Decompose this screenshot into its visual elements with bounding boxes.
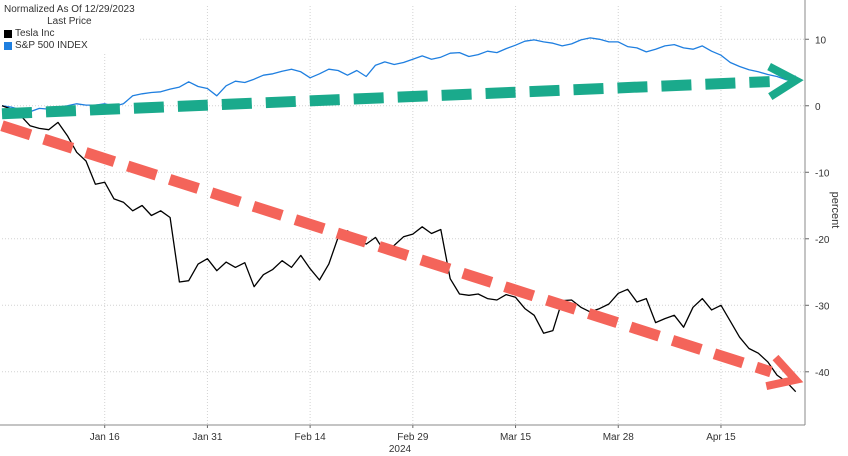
- legend-swatch-tesla: [4, 30, 12, 38]
- legend-item-sp500: S&P 500 INDEX: [4, 40, 135, 52]
- y-tick-label: -40: [815, 368, 830, 379]
- x-tick-label: Apr 15: [706, 432, 736, 443]
- series-line-tesla-inc: [1, 105, 797, 393]
- series-layer: [1, 37, 797, 393]
- dashed-arrow-head-1: [765, 354, 804, 391]
- x-tick-label: Mar 15: [500, 432, 532, 443]
- legend: Normalized As Of 12/29/2023 Last Price T…: [2, 2, 139, 54]
- legend-item-tesla: Tesla Inc: [4, 28, 135, 40]
- y-tick-label: 10: [815, 35, 827, 46]
- dashed-arrow-shaft-0: [1, 76, 770, 120]
- x-tick-label: Feb 14: [295, 432, 327, 443]
- y-axis-label: percent: [829, 192, 841, 229]
- x-tick-label: Feb 29: [397, 432, 429, 443]
- dashed-arrow-shaft-1: [0, 120, 773, 378]
- grid: [2, 6, 805, 425]
- y-tick-label: 0: [815, 102, 821, 113]
- legend-header-line1: Normalized As Of 12/29/2023: [4, 4, 135, 15]
- y-tick-label: -30: [815, 301, 830, 312]
- legend-header-line2: Last Price: [47, 16, 92, 27]
- annotation-arrows: [0, 63, 804, 391]
- y-tick-label: -10: [815, 168, 830, 179]
- y-tick-label: -20: [815, 235, 830, 246]
- axes: 10 0 -10 -20 -30 -40 Jan 16 Jan 31 Feb 14 Feb 29 M…: [0, 0, 830, 443]
- legend-label-sp500: S&P 500 INDEX: [15, 40, 88, 51]
- x-tick-label: Jan 31: [192, 432, 222, 443]
- series-line-s-p-500-index: [1, 37, 796, 113]
- x-axis-year-label: 2024: [389, 444, 412, 455]
- x-tick-label: Mar 28: [603, 432, 635, 443]
- x-tick-label: Jan 16: [90, 432, 120, 443]
- legend-label-tesla: Tesla Inc: [15, 28, 55, 39]
- legend-swatch-sp500: [4, 42, 12, 50]
- dashed-arrow-head-0: [767, 63, 804, 100]
